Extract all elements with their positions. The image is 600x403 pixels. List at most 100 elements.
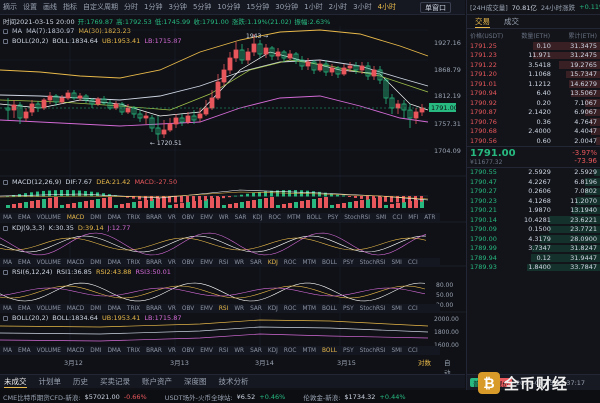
toolbar-item[interactable]: 15分钟 — [246, 3, 270, 11]
indicator-tab[interactable]: VOLUME — [36, 305, 61, 312]
toolbar-item[interactable]: 自定义周期 — [83, 3, 118, 11]
bottom-tab[interactable]: 未成交 — [4, 376, 27, 388]
indicator-tab[interactable]: BRAR — [146, 347, 162, 354]
indicator-tab[interactable]: VR — [167, 305, 176, 312]
indicator-tab[interactable]: WR — [234, 347, 245, 354]
bottom-tab[interactable]: 技术分析 — [218, 377, 249, 386]
indicator-tab[interactable]: EMV — [200, 347, 213, 354]
indicator-tab[interactable]: MACD — [66, 305, 85, 312]
indicator-tab[interactable]: KDJ — [267, 347, 278, 354]
indicator-tab[interactable]: EMA — [17, 214, 31, 221]
ask-row[interactable]: 1790.76 0.36 4.7647 — [467, 117, 600, 127]
indicator-tab[interactable]: CCI — [407, 259, 418, 266]
indicator-tab[interactable]: WR — [234, 305, 245, 312]
ask-row[interactable]: 1790.94 6.40 13.5067 — [467, 89, 600, 99]
tab-deals[interactable]: 成交 — [504, 17, 519, 26]
indicator-tab[interactable]: ROC — [268, 214, 282, 221]
tab-trade[interactable]: 交易 — [475, 16, 490, 28]
limit-order-button[interactable]: 现价 — [493, 378, 512, 388]
indicator-tab[interactable]: SMI — [391, 305, 402, 312]
indicator-tab[interactable]: MTM — [302, 259, 317, 266]
indicator-tab[interactable]: SMI — [391, 259, 402, 266]
ask-row[interactable]: 1791.22 3.5418 19.2765 — [467, 60, 600, 70]
bid-row[interactable]: 1789.94 0.12 31.9447 — [467, 253, 600, 263]
ask-row[interactable]: 1791.25 0.10 31.3475 — [467, 41, 600, 51]
bottom-tab[interactable]: 买卖记录 — [100, 377, 130, 386]
bid-row[interactable]: 1790.27 0.2606 7.0802 — [467, 187, 600, 197]
indicator-tab[interactable]: TRIX — [126, 347, 141, 354]
indicator-tab[interactable]: KDJ — [267, 305, 278, 312]
indicator-tab[interactable]: OBV — [181, 305, 195, 312]
indicator-tab[interactable]: VR — [167, 214, 176, 221]
toolbar-item[interactable]: 4小时 — [377, 3, 397, 11]
indicator-tab[interactable]: DMA — [107, 214, 121, 221]
indicator-tab[interactable]: MTM — [302, 347, 317, 354]
indicator-tab[interactable]: VR — [167, 347, 176, 354]
indicator-tab[interactable]: EMV — [200, 305, 213, 312]
indicator-tab[interactable]: SAR — [250, 347, 262, 354]
toolbar-item[interactable]: 1小时 — [304, 3, 323, 11]
indicator-tab[interactable]: PSY — [327, 214, 339, 221]
indicator-tab[interactable]: StochRSI — [359, 259, 386, 266]
indicator-tab[interactable]: EMA — [17, 259, 31, 266]
indicator-tab[interactable]: DMA — [107, 305, 121, 312]
indicator-tab[interactable]: CCI — [407, 305, 418, 312]
indicator-tab[interactable]: OBV — [181, 347, 195, 354]
ask-row[interactable]: 1791.01 1.1212 14.6279 — [467, 79, 600, 89]
auto-scale-toggle[interactable]: 自动 — [444, 359, 451, 377]
collapse-icon[interactable] — [3, 225, 8, 231]
indicator-tab[interactable]: PSY — [342, 347, 354, 354]
indicator-tab[interactable]: DMI — [90, 214, 102, 221]
indicator-tab[interactable]: WR — [218, 214, 229, 221]
indicator-tab[interactable]: BRAR — [146, 305, 162, 312]
indicator-tab[interactable]: SAR — [234, 214, 247, 221]
toolbar-item[interactable]: 10分钟 — [217, 3, 241, 11]
indicator-tab[interactable]: DMI — [90, 305, 102, 312]
bid-row[interactable]: 1790.47 4.2267 6.8196 — [467, 177, 600, 187]
indicator-tab[interactable]: BOLL — [322, 347, 337, 354]
indicator-tab[interactable]: SAR — [250, 305, 262, 312]
indicator-tab[interactable]: MACD — [66, 347, 85, 354]
indicator-tab[interactable]: SAR — [250, 259, 262, 266]
indicator-tab[interactable]: EMV — [200, 214, 213, 221]
collapse-icon[interactable] — [3, 179, 8, 185]
bid-row[interactable]: 1790.21 1.9870 13.1940 — [467, 206, 600, 216]
bottom-tab[interactable]: 计划单 — [38, 377, 62, 386]
bid-row[interactable]: 1790.00 4.3179 28.0900 — [467, 234, 600, 244]
indicator-tab[interactable]: MTM — [302, 305, 317, 312]
indicator-tab[interactable]: DMA — [107, 259, 121, 266]
indicator-tab[interactable]: RSI — [218, 305, 229, 312]
ask-row[interactable]: 1791.20 1.1068 15.7347 — [467, 70, 600, 80]
bid-row[interactable]: 1789.93 1.8400 33.7847 — [467, 263, 600, 273]
indicator-tab[interactable]: ATR — [424, 214, 436, 221]
indicator-tab[interactable]: VOLUME — [36, 259, 61, 266]
bottom-tab[interactable]: 账户资产 — [142, 377, 172, 386]
log-scale-toggle[interactable]: 对数 — [418, 359, 431, 367]
indicator-tab[interactable]: DMI — [90, 347, 102, 354]
toolbar-item[interactable]: 1分钟 — [144, 3, 163, 11]
indicator-tab[interactable]: ROC — [283, 305, 297, 312]
indicator-tab[interactable]: OBV — [181, 214, 195, 221]
toolbar-item[interactable]: 3小时 — [353, 3, 372, 11]
indicator-tab[interactable]: KDJ — [267, 259, 278, 266]
indicator-tab[interactable]: RSI — [218, 259, 229, 266]
indicator-tab[interactable]: MTM — [287, 214, 301, 221]
indicator-tab[interactable]: MA — [3, 214, 12, 221]
indicator-tab[interactable]: PSY — [342, 259, 354, 266]
ask-row[interactable]: 1790.56 0.60 2.0047 — [467, 136, 600, 146]
indicator-tab[interactable]: WR — [234, 259, 245, 266]
ask-row[interactable]: 1790.68 2.4000 4.4047 — [467, 127, 600, 137]
indicator-tab[interactable]: SMI — [376, 214, 387, 221]
indicator-tab[interactable]: DMA — [107, 347, 121, 354]
indicator-tab[interactable]: PSY — [342, 305, 354, 312]
indicator-tab[interactable]: EMA — [17, 347, 31, 354]
bottom-tab[interactable]: 深度图 — [184, 377, 207, 386]
indicator-tab[interactable]: MFI — [408, 214, 419, 221]
indicator-tab[interactable]: CCI — [407, 347, 418, 354]
indicator-tab[interactable]: ROC — [283, 347, 297, 354]
kline-chart[interactable]: 1927.16 1868.79 1812.19 1757.31 1704.09 1791… — [0, 0, 466, 372]
indicator-tab[interactable]: StochRSI — [344, 214, 371, 221]
indicator-tab[interactable]: StochRSI — [359, 305, 386, 312]
bid-row[interactable]: 1790.09 0.1500 23.7721 — [467, 225, 600, 235]
toolbar-item[interactable]: 30分钟 — [275, 3, 299, 11]
